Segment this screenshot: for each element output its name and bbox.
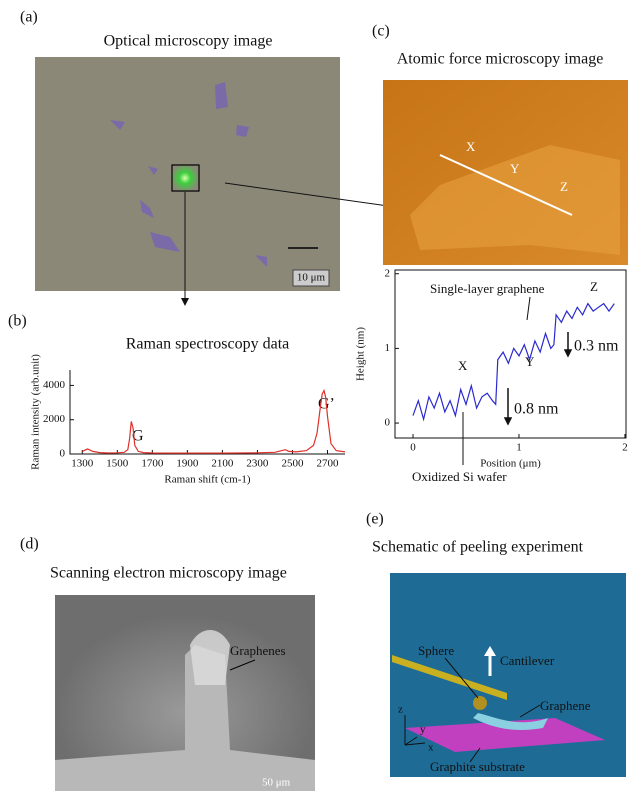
callout: Graphenes — [230, 643, 286, 658]
panel-label: (a) — [20, 9, 38, 26]
graphene-cluster — [190, 630, 230, 685]
y-axis-label: Height (nm) — [355, 327, 367, 381]
x-tick-label: 1 — [516, 442, 522, 454]
x-axis-label: Raman shift (cm-1) — [164, 474, 250, 486]
panel-title: Scanning electron microscopy image — [50, 565, 287, 582]
axis-letter: z — [398, 704, 403, 716]
x-tick-label: 2700 — [316, 458, 339, 470]
sphere — [473, 696, 487, 710]
x-tick-label: 1700 — [141, 458, 164, 470]
x-tick-label: 2500 — [281, 458, 304, 470]
y-axis-label: Raman intensity (arb.unit) — [30, 354, 42, 470]
y-tick-label: 2000 — [43, 413, 66, 425]
scale-label: 50 μm — [262, 777, 291, 789]
panel-label: (b) — [8, 313, 27, 330]
axis-letter: x — [428, 742, 434, 754]
afm-label: Z — [560, 179, 568, 194]
annotation: Z — [590, 279, 598, 294]
y-tick-label: 1 — [385, 342, 391, 354]
y-tick-label: 0 — [385, 417, 391, 429]
x-tick-label: 1500 — [106, 458, 129, 470]
panel-label: (d) — [20, 536, 39, 553]
x-tick-label: 2300 — [246, 458, 269, 470]
x-tick-label: 1900 — [176, 458, 199, 470]
panel-title: Schematic of peeling experiment — [372, 539, 584, 556]
chart-title: Raman spectroscopy data — [126, 336, 290, 353]
scale-label: 10 μm — [297, 272, 326, 284]
afm-label: X — [466, 139, 476, 154]
y-tick-label: 0 — [60, 448, 66, 460]
data-line — [82, 391, 345, 454]
arrowhead — [181, 298, 189, 306]
x-tick-label: 2 — [622, 442, 628, 454]
annotation: 0.8 nm — [514, 401, 559, 418]
y-tick-label: 2 — [385, 267, 391, 279]
panel-title: Optical microscopy image — [104, 33, 273, 50]
callout: Cantilever — [500, 653, 555, 668]
annotation: X — [458, 358, 468, 373]
x-tick-label: 2100 — [211, 458, 234, 470]
panel-title: Atomic force microscopy image — [397, 51, 604, 68]
axes — [70, 370, 345, 454]
axis-letter: y — [420, 724, 426, 736]
callout: Graphene — [540, 698, 591, 713]
afm-label: Y — [510, 161, 520, 176]
y-tick-label: 4000 — [43, 379, 66, 391]
panel-label: (c) — [372, 23, 390, 40]
annotation: Oxidized Si wafer — [412, 469, 507, 484]
x-axis-label: Position (μm) — [480, 458, 541, 470]
annotation: 0.3 nm — [574, 338, 619, 355]
x-tick-label: 1300 — [71, 458, 94, 470]
panel-label: (e) — [366, 511, 384, 528]
pointer — [527, 297, 530, 320]
laser-spot — [171, 164, 199, 192]
figure: (a) Optical microscopy image 10 μm (b) (… — [0, 0, 633, 791]
callout: Graphite substrate — [430, 759, 525, 774]
callout: Sphere — [418, 643, 454, 658]
annotation: Single-layer graphene — [430, 281, 545, 296]
x-tick-label: 0 — [410, 442, 416, 454]
